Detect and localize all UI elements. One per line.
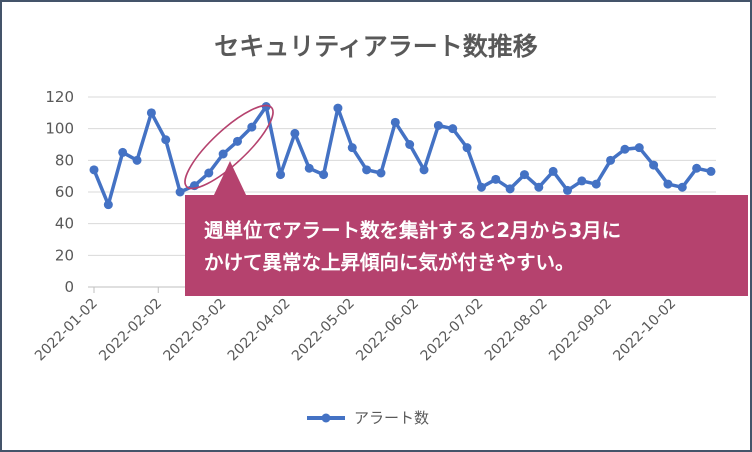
x-tick-label: 2022-05-02 [289,296,358,365]
data-point [577,176,587,186]
data-point [347,143,357,153]
data-point [405,140,415,149]
y-tick-label: 80 [55,151,74,169]
data-point [319,170,329,180]
x-tick-label: 2022-03-02 [161,296,230,365]
y-tick-label: 100 [45,120,74,138]
data-point [548,166,558,176]
annotation-callout: 週単位でアラート数を集計すると2月から3月に かけて異常な上昇傾向に気が付きやす… [185,195,748,296]
data-point [146,108,156,118]
data-point [606,155,616,165]
data-point [103,200,113,210]
y-tick-label: 120 [45,88,74,106]
x-tick-label: 2022-10-02 [610,296,679,365]
data-point [677,182,687,192]
data-point [175,187,185,197]
data-point [634,143,644,153]
data-point [362,165,372,175]
x-tick-label: 2022-06-02 [353,296,422,365]
data-point [649,160,659,170]
series-line [92,104,713,207]
x-axis-ticks: 2022-01-022022-02-022022-03-022022-04-02… [32,287,679,364]
x-tick-label: 2022-01-02 [32,296,101,365]
data-point [491,174,501,184]
y-tick-label: 60 [55,183,74,201]
callout-pointer [213,161,247,197]
data-point [161,135,171,145]
data-point [519,170,529,180]
data-point [304,163,314,173]
chart-title: セキュリティアラート数推移 [214,32,538,61]
data-point [276,170,286,180]
x-tick-label: 2022-07-02 [418,296,487,365]
data-point [419,165,429,175]
x-tick-label: 2022-09-02 [546,296,615,365]
data-point [663,179,673,189]
legend: アラート数 [307,409,429,427]
y-tick-label: 40 [55,215,74,233]
data-point [462,143,472,153]
highlight-ellipse [184,104,274,190]
data-point [692,163,702,173]
x-tick-label: 2022-08-02 [482,296,551,365]
data-point [118,147,128,157]
data-point [390,117,400,127]
data-point [476,182,486,192]
data-point [261,102,271,111]
callout-text: 週単位でアラート数を集計すると2月から3月に かけて異常な上昇傾向に気が付きやす… [204,219,622,274]
series-layer [89,102,716,210]
legend-marker [321,413,331,423]
data-point [333,103,343,113]
data-point [563,185,573,195]
data-point [591,179,601,189]
legend-label: アラート数 [354,409,429,427]
data-point [433,121,443,130]
data-point [706,166,716,176]
y-tick-label: 20 [55,246,74,264]
data-point [218,149,228,159]
x-tick-label: 2022-02-02 [96,296,165,365]
data-point [505,184,515,194]
data-point [132,155,142,165]
data-point [232,136,242,146]
data-point [448,124,458,134]
y-tick-label: 0 [64,278,74,296]
data-point [376,168,386,178]
data-point [204,168,214,178]
data-point [620,144,630,154]
x-tick-label: 2022-04-02 [225,296,294,365]
data-point [247,122,257,132]
y-axis-ticks: 0 20 40 60 80 100 120 [45,88,74,296]
data-point [290,128,300,138]
data-point [89,165,99,175]
data-point [534,182,544,192]
